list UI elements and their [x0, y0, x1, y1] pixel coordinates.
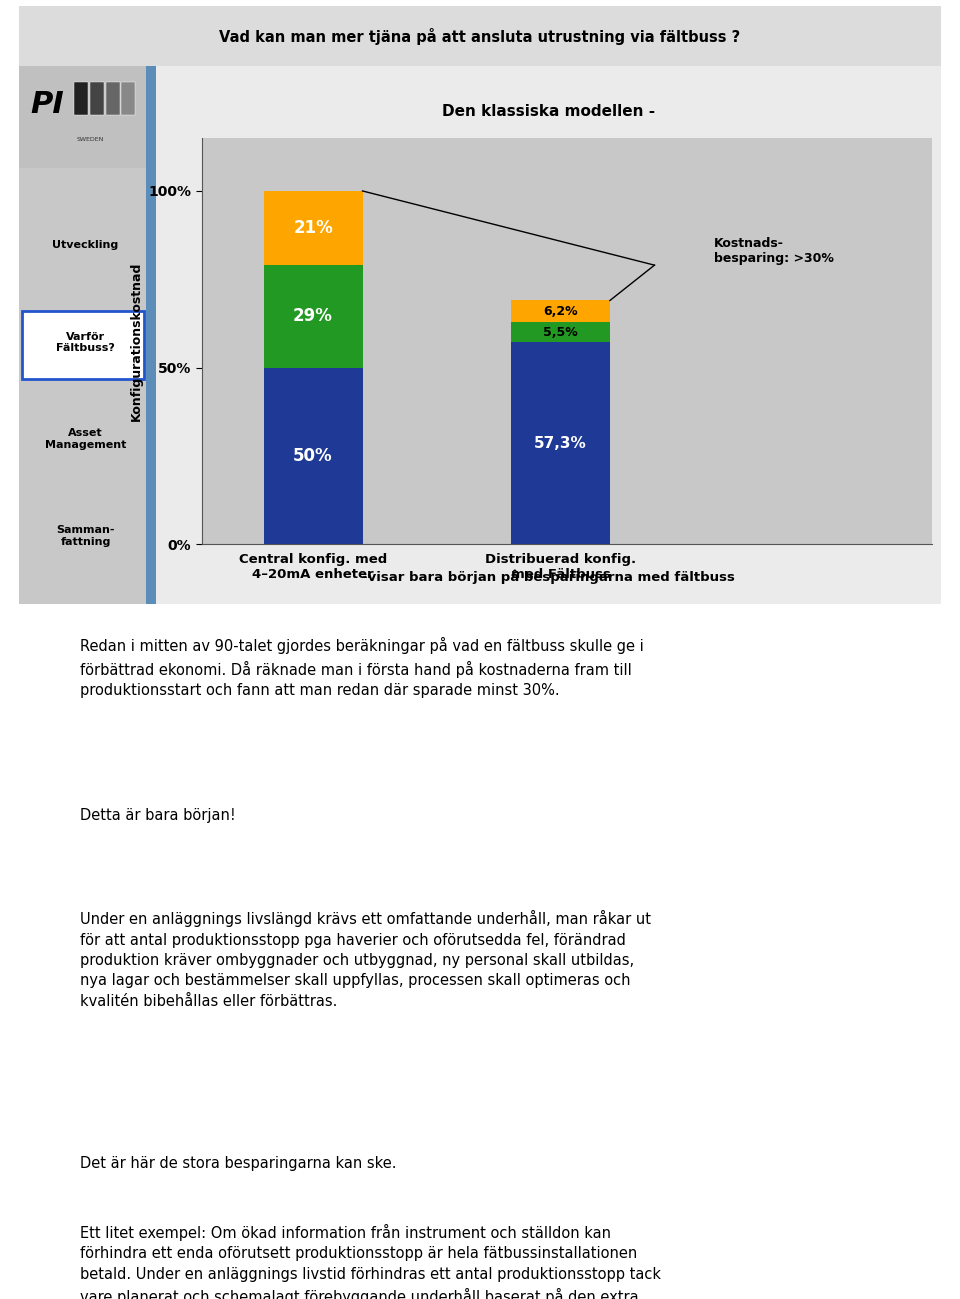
- Bar: [75, 82, 88, 116]
- Y-axis label: Konfigurationskostnad: Konfigurationskostnad: [130, 261, 143, 421]
- Text: Vad kan man mer tjäna på att ansluta utrustning via fältbuss ?: Vad kan man mer tjäna på att ansluta utr…: [220, 27, 740, 45]
- Text: 6,2%: 6,2%: [543, 305, 578, 318]
- Bar: [19, 66, 146, 168]
- Text: Redan i mitten av 90-talet gjordes beräkningar på vad en fältbuss skulle ge i
fö: Redan i mitten av 90-talet gjordes beräk…: [80, 638, 643, 699]
- Bar: [19, 6, 941, 66]
- Text: Utveckling: Utveckling: [53, 240, 119, 251]
- Bar: [264, 265, 363, 368]
- Bar: [511, 342, 610, 544]
- Bar: [146, 66, 156, 604]
- Text: 29%: 29%: [293, 308, 333, 325]
- Text: Kostnads-
besparing: >30%: Kostnads- besparing: >30%: [714, 236, 833, 265]
- Bar: [122, 82, 135, 116]
- Bar: [511, 322, 610, 342]
- Text: Ett litet exempel: Om ökad information från instrument och ställdon kan
förhindr: Ett litet exempel: Om ökad information f…: [80, 1224, 660, 1299]
- Bar: [156, 66, 941, 604]
- Bar: [511, 300, 610, 322]
- Text: 5,5%: 5,5%: [543, 326, 578, 339]
- Bar: [264, 191, 363, 265]
- Bar: [106, 82, 120, 116]
- Text: PI: PI: [31, 91, 64, 120]
- Text: Samman-
fattning: Samman- fattning: [57, 525, 115, 547]
- Text: Det är här de stora besparingarna kan ske.: Det är här de stora besparingarna kan sk…: [80, 1156, 396, 1170]
- Text: 21%: 21%: [293, 220, 333, 236]
- Text: Under en anläggnings livslängd krävs ett omfattande underhåll, man råkar ut
för : Under en anläggnings livslängd krävs ett…: [80, 911, 651, 1009]
- Text: Asset
Management: Asset Management: [45, 429, 127, 449]
- Bar: [90, 82, 104, 116]
- FancyBboxPatch shape: [22, 310, 144, 379]
- Bar: [19, 66, 156, 604]
- Text: 57,3%: 57,3%: [534, 435, 587, 451]
- Text: Varför
Fältbuss?: Varför Fältbuss?: [56, 331, 115, 353]
- Text: SWEDEN: SWEDEN: [77, 136, 104, 142]
- Text: Den klassiska modellen -: Den klassiska modellen -: [442, 104, 655, 118]
- Text: -visar bara början på besparingarna med fältbuss: -visar bara början på besparingarna med …: [362, 570, 734, 585]
- Text: Detta är bara början!: Detta är bara början!: [80, 808, 235, 824]
- Bar: [264, 368, 363, 544]
- Text: 50%: 50%: [293, 447, 333, 465]
